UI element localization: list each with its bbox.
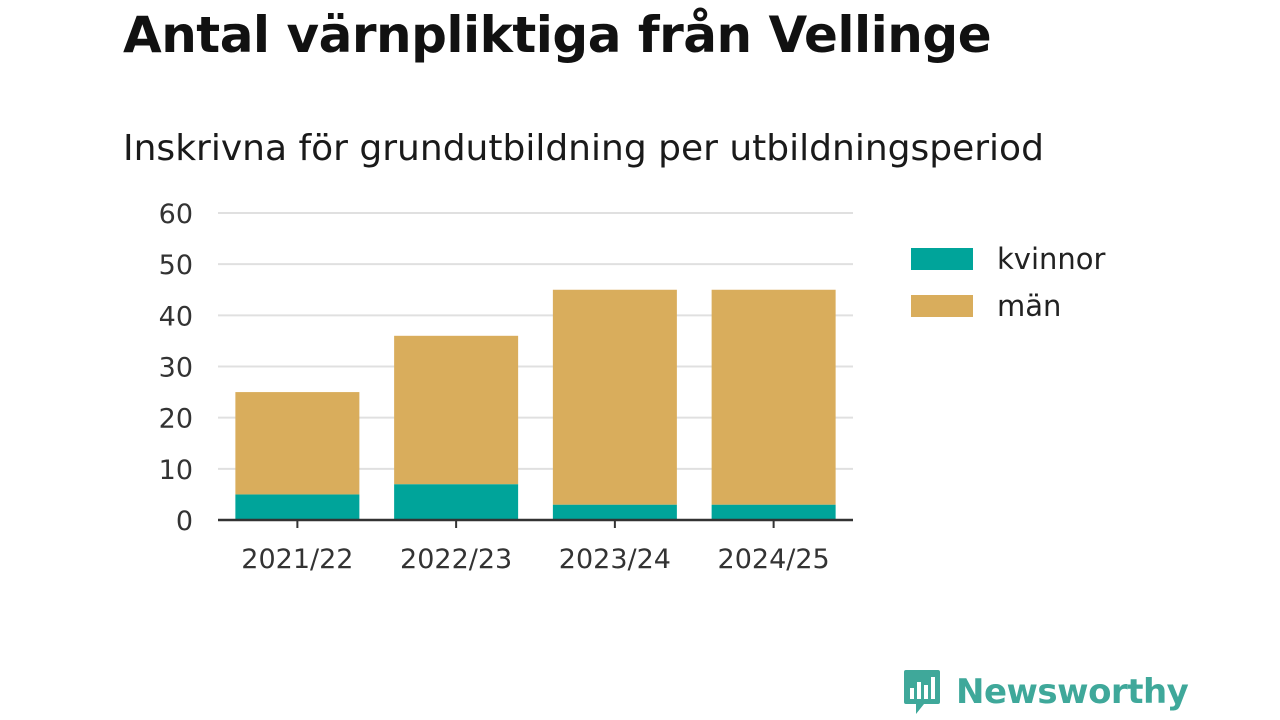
y-tick-label: 40 xyxy=(159,301,193,332)
y-tick-label: 30 xyxy=(159,353,193,384)
bar-chart-icon xyxy=(904,670,940,714)
x-tick-label: 2024/25 xyxy=(718,544,830,575)
y-tick-label: 10 xyxy=(159,455,193,486)
legend-label: män xyxy=(997,289,1061,323)
legend-label: kvinnor xyxy=(997,242,1106,276)
brand-logo[interactable]: Newsworthy xyxy=(902,668,1189,716)
y-tick-label: 50 xyxy=(159,250,193,281)
chart-title: Antal värnpliktiga från Vellinge xyxy=(123,6,992,64)
bar-segment xyxy=(394,484,519,520)
legend-swatch xyxy=(911,248,973,270)
x-tick-label: 2021/22 xyxy=(241,544,353,575)
bar-segment xyxy=(552,504,677,520)
bar-segment xyxy=(235,494,360,520)
brand-name: Newsworthy xyxy=(956,672,1189,712)
legend-swatch xyxy=(911,295,973,317)
bar-segment xyxy=(711,289,836,505)
x-tick-label: 2023/24 xyxy=(559,544,671,575)
bar-segment xyxy=(552,289,677,505)
y-tick-label: 0 xyxy=(176,506,193,537)
x-tick-label: 2022/23 xyxy=(400,544,512,575)
stacked-bar-chart: 0 10 20 30 40 50 60 2021/22 2022/23 2023/24 2024/2… xyxy=(159,199,1106,575)
y-tick-label: 60 xyxy=(159,199,193,230)
chart-subtitle: Inskrivna för grundutbildning per utbild… xyxy=(123,128,1044,169)
y-tick-label: 20 xyxy=(159,404,193,435)
bar-segment xyxy=(235,392,360,495)
bar-segment xyxy=(394,335,519,485)
bar-segment xyxy=(711,504,836,520)
